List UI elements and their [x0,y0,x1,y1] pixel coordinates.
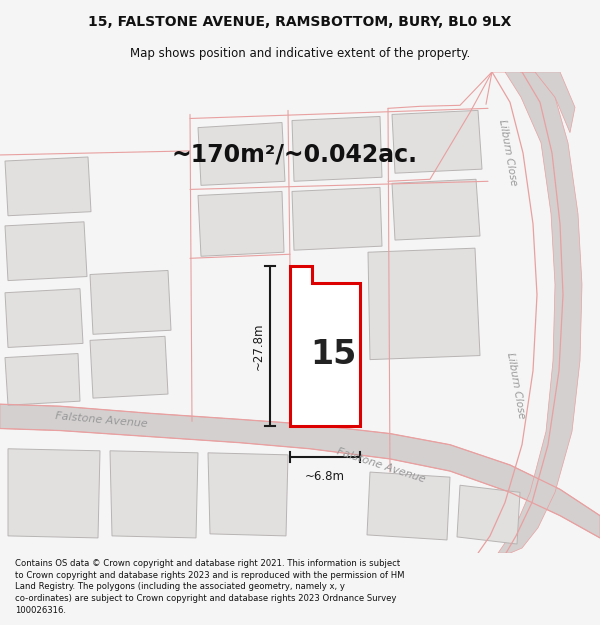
Text: Falstone Avenue: Falstone Avenue [55,411,148,429]
Text: 15, FALSTONE AVENUE, RAMSBOTTOM, BURY, BL0 9LX: 15, FALSTONE AVENUE, RAMSBOTTOM, BURY, B… [88,14,512,29]
Text: Falstone Avenue: Falstone Avenue [335,446,426,484]
Polygon shape [5,354,80,405]
Text: Lilburn Close: Lilburn Close [505,352,527,420]
Polygon shape [5,157,91,216]
Polygon shape [492,72,582,553]
Polygon shape [392,111,482,173]
Text: 15: 15 [310,338,356,371]
Polygon shape [290,266,360,426]
Polygon shape [457,485,520,544]
Polygon shape [520,72,575,132]
Polygon shape [208,453,288,536]
Polygon shape [8,449,100,538]
Text: Lilburn Close: Lilburn Close [497,119,519,187]
Polygon shape [292,116,382,181]
Polygon shape [90,336,168,398]
Polygon shape [392,179,480,240]
Polygon shape [90,271,171,334]
Polygon shape [5,289,83,348]
Polygon shape [292,188,382,250]
Polygon shape [198,191,284,256]
Text: ~27.8m: ~27.8m [252,322,265,370]
Text: ~6.8m: ~6.8m [305,470,345,483]
Polygon shape [0,404,600,538]
Polygon shape [198,122,285,186]
Polygon shape [5,222,87,281]
Text: Map shows position and indicative extent of the property.: Map shows position and indicative extent… [130,48,470,61]
Polygon shape [110,451,198,538]
Polygon shape [367,472,450,540]
Polygon shape [368,248,480,359]
Text: ~170m²/~0.042ac.: ~170m²/~0.042ac. [172,143,418,167]
Text: Contains OS data © Crown copyright and database right 2021. This information is : Contains OS data © Crown copyright and d… [15,559,404,615]
